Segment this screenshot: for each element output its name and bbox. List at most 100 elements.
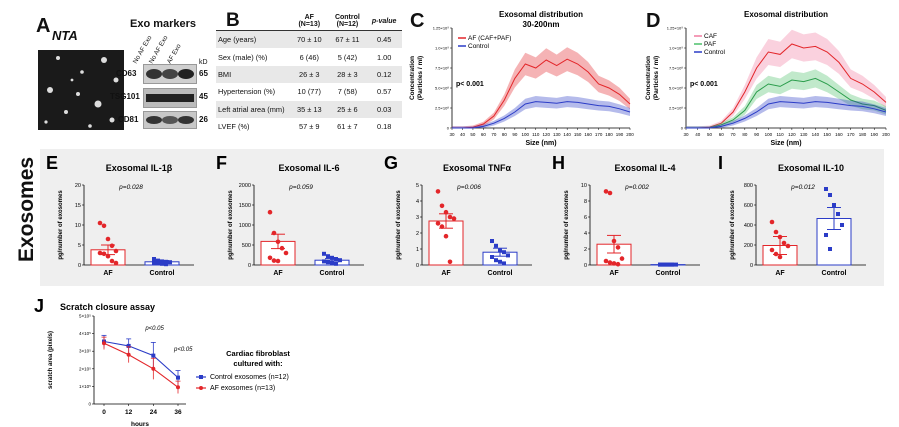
data-point bbox=[326, 254, 330, 259]
y-tick-label: 2 bbox=[584, 247, 587, 253]
data-point bbox=[439, 224, 445, 229]
series-band bbox=[452, 47, 630, 128]
x-tick-label: 120 bbox=[788, 132, 796, 137]
p-value: p=0.002 bbox=[624, 184, 649, 191]
x-tick-label: 60 bbox=[719, 132, 725, 137]
legend-label: Control bbox=[468, 43, 490, 50]
legend-label: AF exosomes (n=13) bbox=[210, 385, 275, 392]
x-tick-label: 150 bbox=[574, 132, 582, 137]
data-point bbox=[607, 190, 613, 196]
marker-cd81-label: CD81 bbox=[118, 115, 139, 124]
bar-chart-title: Exosomal IL-1β bbox=[106, 163, 173, 173]
x-tick-label: 170 bbox=[847, 132, 855, 137]
data-point bbox=[498, 248, 502, 253]
x-tick-label: 80 bbox=[502, 132, 508, 137]
panel-letter-d: D bbox=[646, 10, 661, 32]
y-tick-label: 10 bbox=[581, 183, 587, 189]
marker-tsg101-label: TSG101 bbox=[110, 92, 140, 101]
data-point bbox=[105, 236, 111, 242]
y-tick-label: 5 bbox=[416, 183, 419, 189]
series-line bbox=[103, 342, 179, 388]
data-point bbox=[164, 262, 168, 267]
data-point bbox=[152, 261, 156, 265]
chart-title: Exosomal distribution bbox=[744, 10, 828, 19]
data-point bbox=[607, 260, 613, 265]
data-point bbox=[176, 375, 180, 380]
data-point bbox=[506, 253, 510, 258]
table-row: Sex (male) (%) 6 (46) 5 (42) 1.00 bbox=[218, 52, 392, 62]
data-point bbox=[603, 258, 609, 264]
x-tick-label: AF bbox=[103, 270, 113, 277]
data-point bbox=[267, 255, 273, 261]
y-tick-label: 1000 bbox=[239, 223, 251, 229]
series-line bbox=[686, 43, 887, 129]
panel-letter: F bbox=[216, 153, 227, 173]
y-tick-label: 0 bbox=[681, 126, 684, 131]
data-point bbox=[773, 229, 779, 235]
y-tick-label: 500 bbox=[242, 243, 251, 249]
y-tick-label: 0 bbox=[750, 263, 753, 269]
blot-cd81 bbox=[143, 111, 197, 129]
data-point bbox=[97, 250, 103, 256]
data-point bbox=[502, 250, 506, 255]
panel-letter: H bbox=[552, 153, 565, 173]
bar-chart-title: Exosomal IL-10 bbox=[778, 163, 844, 173]
x-tick-label: Control bbox=[320, 270, 345, 277]
kd-26: 26 bbox=[199, 115, 208, 124]
series-line bbox=[686, 101, 887, 129]
x-tick-label: Control bbox=[822, 270, 847, 277]
y-tick-label: 10 bbox=[75, 223, 81, 229]
series-line bbox=[452, 58, 631, 129]
x-tick-label: 200 bbox=[882, 132, 890, 137]
data-point bbox=[113, 260, 119, 266]
data-point bbox=[824, 233, 828, 237]
data-point bbox=[435, 189, 441, 194]
blot-cd63 bbox=[143, 64, 197, 84]
p-value: p=0.012 bbox=[790, 184, 815, 191]
x-tick-label: 130 bbox=[800, 132, 808, 137]
data-point bbox=[435, 221, 441, 226]
data-point bbox=[777, 254, 783, 260]
x-tick-label: AF bbox=[775, 270, 785, 277]
data-point bbox=[156, 261, 160, 266]
y-tick-label: 0 bbox=[88, 402, 91, 407]
x-axis-label: hours bbox=[131, 421, 149, 426]
p-value: p<0.05 bbox=[173, 347, 193, 353]
y-tick-label: 0 bbox=[447, 126, 450, 131]
y-axis-label: (Particles / ml) bbox=[417, 56, 424, 100]
data-point bbox=[322, 251, 326, 256]
chart-title: Scratch closure assay bbox=[60, 302, 155, 312]
x-tick-label: 110 bbox=[777, 132, 785, 137]
y-tick-label: 5.0×10⁸ bbox=[435, 86, 449, 91]
lane-label-3: AF Exo bbox=[165, 43, 183, 65]
y-tick-label: 7.5×10⁸ bbox=[669, 66, 683, 71]
data-point bbox=[334, 261, 338, 266]
data-point bbox=[102, 341, 106, 346]
data-point bbox=[494, 243, 498, 248]
x-tick-label: 190 bbox=[616, 132, 624, 137]
bar-chart-title: Exosomal IL-6 bbox=[278, 163, 339, 173]
x-tick-label: 110 bbox=[532, 132, 540, 137]
y-tick-label: 2.5×10⁸ bbox=[669, 106, 683, 111]
y-axis-label: pg/number of exosomes bbox=[228, 190, 234, 260]
chart-d: Exosomal distribution 30 40 50 60 70 80 90 100 11… bbox=[645, 10, 890, 147]
y-tick-label: 200 bbox=[744, 243, 753, 249]
y-tick-label: 800 bbox=[744, 183, 753, 189]
data-point bbox=[502, 261, 506, 266]
legend-title: cultured with: bbox=[233, 359, 282, 368]
data-point bbox=[267, 209, 273, 215]
table-row: BMI 26 ± 3 28 ± 3 0.12 bbox=[216, 65, 402, 84]
data-point bbox=[836, 212, 840, 216]
p-value: p=0.028 bbox=[118, 184, 143, 191]
x-tick-label: 120 bbox=[542, 132, 550, 137]
panel-letter: J bbox=[34, 296, 44, 316]
x-tick-label: 190 bbox=[870, 132, 878, 137]
table-row: Left atrial area (mm) 35 ± 13 25 ± 6 0.03 bbox=[216, 100, 402, 118]
kd-label: kD bbox=[199, 59, 208, 66]
table-row: Age (years) 70 ± 10 67 ± 11 0.45 bbox=[216, 30, 402, 49]
nta-image bbox=[38, 50, 124, 130]
x-tick-label: 60 bbox=[481, 132, 487, 137]
demographics-table: AF (N=13) Control (N=12) p-value Age (year… bbox=[216, 12, 402, 135]
series-line bbox=[452, 101, 631, 129]
data-point bbox=[152, 257, 156, 261]
